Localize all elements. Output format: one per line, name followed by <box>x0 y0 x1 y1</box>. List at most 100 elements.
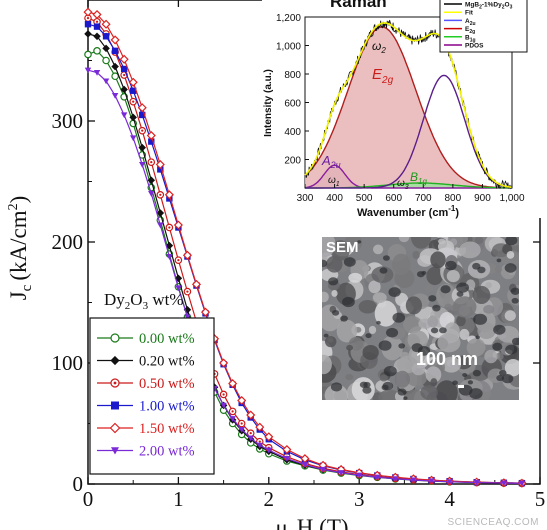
legend-swatch-marker <box>111 447 119 455</box>
sem-texture <box>322 237 519 400</box>
sem-grain <box>372 292 387 304</box>
sem-pore <box>392 312 406 323</box>
raman-legend-label: B1g <box>465 34 476 43</box>
sem-grain <box>394 370 411 388</box>
sem-pore <box>328 277 339 286</box>
data-point <box>374 474 381 481</box>
data-point <box>102 78 110 85</box>
data-point <box>84 21 92 28</box>
legend-swatch-marker <box>110 333 120 343</box>
series-line <box>87 11 522 484</box>
data-point <box>84 50 92 59</box>
data-point <box>175 285 182 292</box>
data-point-dot <box>258 440 261 443</box>
raman-x-tick-label: 600 <box>385 193 402 204</box>
sem-grain <box>371 266 394 284</box>
data-point <box>356 472 363 479</box>
main-y-axis-label: Jc(kA/cm2) <box>6 196 35 301</box>
sem-grain <box>496 352 504 361</box>
data-point <box>264 432 274 442</box>
sem-pore <box>462 373 468 378</box>
sem-grain <box>395 292 409 307</box>
legend-label: 0.20 wt% <box>139 354 195 370</box>
main-x-tick-label: 0 <box>83 487 94 511</box>
data-point-dot <box>141 129 144 132</box>
main-y-tick-label: 200 <box>52 230 84 254</box>
data-point <box>120 112 128 119</box>
peak-label-a2u: A2u <box>321 153 341 170</box>
data-point <box>93 70 101 76</box>
data-point-dot <box>95 20 99 23</box>
sem-grain <box>331 289 338 297</box>
sem-grain <box>472 285 491 305</box>
sem-grain <box>411 362 426 376</box>
sem-grain <box>322 237 336 257</box>
sem-grain <box>444 322 460 341</box>
sem-pore <box>444 260 457 271</box>
legend-entry: 0.20 wt% <box>97 354 195 370</box>
watermark: SCIENCEAQ.COM <box>447 517 539 528</box>
series-4 <box>83 7 527 488</box>
main-y-tick-label: 0 <box>73 472 84 496</box>
sem-grain <box>430 378 438 387</box>
raman-legend-entry: Fit <box>444 10 474 17</box>
peak-curve-PDOS <box>305 74 513 189</box>
main-x-tick-label: 2 <box>264 487 275 511</box>
data-point <box>111 72 119 81</box>
sem-grain <box>426 266 444 286</box>
data-point-dot <box>249 432 252 435</box>
sem-grain <box>459 328 470 340</box>
sem-pore <box>378 340 392 351</box>
sem-scale-text: 100 nm <box>416 349 479 369</box>
legend-label: 2.00 wt% <box>139 444 195 460</box>
data-point-dot <box>222 393 225 396</box>
data-point <box>101 19 111 29</box>
sem-grain <box>474 237 484 244</box>
sem-grain <box>424 284 434 292</box>
sem-grain <box>346 344 354 351</box>
sem-pore <box>403 396 408 400</box>
data-point <box>247 435 254 442</box>
data-point <box>182 250 192 260</box>
raman-y-tick-label: 800 <box>284 70 301 81</box>
data-point-dot <box>177 259 180 262</box>
main-y-tick-label: 300 <box>52 109 84 133</box>
data-point <box>102 33 110 40</box>
raman-x-tick-label: 700 <box>415 193 432 204</box>
data-point <box>111 62 119 71</box>
legend-label: 1.00 wt% <box>139 399 195 415</box>
sem-grain <box>495 265 503 273</box>
main-x-axis-label: μ0H (T) <box>275 515 348 530</box>
data-point <box>155 160 165 170</box>
sem-pore <box>411 343 423 353</box>
sem-grain <box>372 244 384 255</box>
sem-grain <box>456 315 466 327</box>
raman-peak-lines <box>304 19 513 190</box>
data-point <box>84 30 92 38</box>
data-point <box>84 67 92 74</box>
legend-entry: 1.00 wt% <box>97 399 195 415</box>
fit-curve <box>304 22 513 189</box>
raman-legend-box <box>439 0 528 53</box>
legend-swatch-marker <box>111 401 119 410</box>
data-point <box>102 44 110 53</box>
sem-grain <box>420 385 438 400</box>
data-point <box>256 442 263 449</box>
sem-grain <box>483 304 495 314</box>
sem-scale-bar <box>458 385 464 388</box>
data-point-dot <box>186 290 189 293</box>
main-legend: 0.00 wt% 0.20 wt% 0.50 wt% 1.00 wt% 1.50 wt%… <box>97 331 195 460</box>
sem-grain <box>504 358 519 377</box>
data-point <box>129 113 137 122</box>
sem-grain <box>466 338 486 357</box>
main-x-tick-label: 4 <box>444 487 455 511</box>
data-point <box>337 470 345 476</box>
data-point <box>164 190 174 200</box>
data-point-dot <box>86 17 90 20</box>
data-point-dot <box>132 100 135 103</box>
sem-pore <box>397 388 407 396</box>
sem-pore <box>472 262 481 270</box>
data-point <box>246 410 256 420</box>
sem-pore <box>498 369 507 376</box>
data-point <box>111 93 119 99</box>
